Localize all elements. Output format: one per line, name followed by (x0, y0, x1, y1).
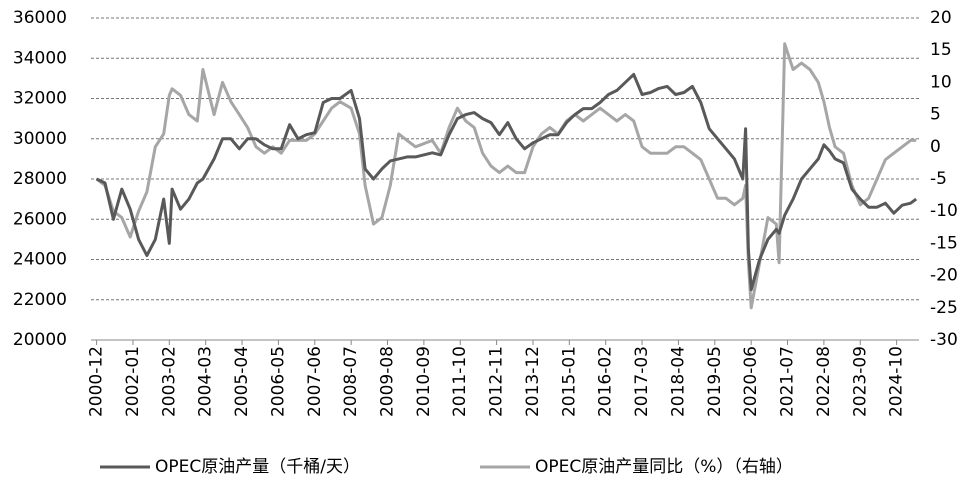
y2-tick-label: 10 (930, 72, 952, 92)
y-tick-label: 22000 (13, 290, 67, 310)
x-tick-label: 2007-06 (305, 346, 325, 417)
y2-tick-label: -15 (930, 233, 958, 253)
x-tick-label: 2009-08 (378, 346, 398, 417)
x-tick-label: 2005-04 (232, 346, 252, 417)
x-tick-label: 2008-07 (341, 346, 361, 417)
x-tick-label: 2018-04 (668, 346, 688, 417)
x-tick-label: 2019-05 (705, 346, 725, 417)
y-tick-label: 28000 (13, 169, 67, 189)
y2-tick-label: -5 (930, 169, 947, 189)
legend-label: OPEC原油产量（千桶/天） (155, 457, 360, 477)
x-tick-label: 2013-12 (523, 346, 543, 417)
y-tick-label: 30000 (13, 129, 67, 149)
y-tick-label: 26000 (13, 209, 67, 229)
y2-tick-label: -25 (930, 298, 958, 318)
y-tick-label: 20000 (13, 330, 67, 350)
x-tick-label: 2000-12 (87, 346, 107, 417)
x-tick-label: 2016-02 (596, 346, 616, 417)
y2-tick-label: -30 (930, 330, 958, 350)
x-tick-label: 2021-07 (778, 346, 798, 417)
x-tick-label: 2002-01 (123, 346, 143, 417)
y-tick-label: 36000 (13, 8, 67, 28)
x-tick-label: 2003-02 (159, 346, 179, 417)
y2-tick-label: 20 (930, 8, 952, 28)
x-tick-label: 2023-09 (850, 346, 870, 417)
x-tick-label: 2020-06 (741, 346, 761, 417)
y2-tick-label: 0 (930, 137, 941, 157)
x-tick-label: 2017-03 (632, 346, 652, 417)
y-tick-label: 34000 (13, 48, 67, 68)
series-line (95, 42, 917, 310)
y-tick-label: 24000 (13, 250, 67, 270)
y2-tick-label: 15 (930, 40, 952, 60)
x-tick-label: 2024-10 (887, 346, 907, 417)
x-tick-label: 2004-03 (196, 346, 216, 417)
series-line (95, 72, 918, 292)
x-tick-label: 2022-08 (814, 346, 834, 417)
y2-tick-label: 5 (930, 105, 941, 125)
y2-tick-label: -20 (930, 266, 958, 286)
x-tick-label: 2015-01 (559, 346, 579, 417)
y-tick-label: 32000 (13, 89, 67, 109)
y2-tick-label: -10 (930, 201, 958, 221)
x-tick-label: 2011-10 (450, 346, 470, 417)
legend-label: OPEC原油产量同比（%）（右轴） (535, 457, 793, 477)
x-tick-label: 2012-11 (487, 346, 507, 417)
x-tick-label: 2006-05 (268, 346, 288, 417)
x-tick-label: 2010-09 (414, 346, 434, 417)
